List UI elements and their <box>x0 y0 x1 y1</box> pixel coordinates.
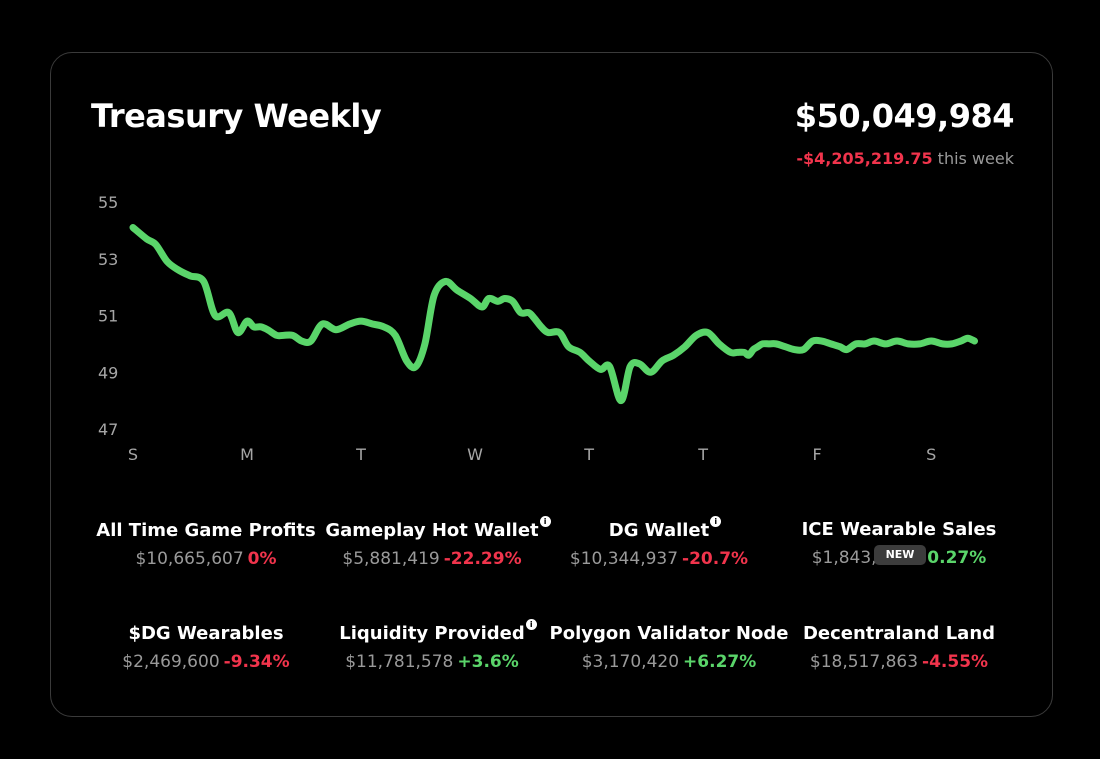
new-badge: NEW <box>874 545 926 565</box>
stat-amount: $3,170,420 <box>581 652 680 672</box>
x-tick-label: S <box>128 445 138 464</box>
weekly-change-suffix: this week <box>937 149 1014 168</box>
y-tick-label: 49 <box>98 363 118 382</box>
stat-amount: $2,469,600 <box>122 652 220 672</box>
treasury-total: $50,049,984 <box>794 97 1015 135</box>
y-tick-label: 53 <box>98 250 118 269</box>
x-tick-label: T <box>697 445 708 464</box>
stat-label: Decentraland Land <box>802 623 996 644</box>
weekly-change: -$4,205,219.75 this week <box>796 149 1014 168</box>
treasury-card: Treasury Weekly $50,049,984 -$4,205,219.… <box>50 52 1053 717</box>
stat-percent: -20.7% <box>682 549 749 569</box>
stat-label: Liquidity Provided <box>339 623 525 644</box>
stat-amount: $11,781,578 <box>345 652 454 672</box>
stat-percent: +6.27% <box>683 652 757 672</box>
stat-percent: -22.29% <box>443 549 522 569</box>
stat-label: $DG Wearables <box>128 623 284 644</box>
y-axis-ticks: 55 53 51 49 47 <box>98 193 118 439</box>
stat-dg-wearables: $DG Wearables $2,469,600 -9.34% <box>86 623 326 672</box>
stat-gameplay-hot-wallet: Gameplay Hot Wallet i $5,881,419 -22.29% <box>312 516 552 569</box>
stat-label: ICE Wearable Sales <box>801 519 997 540</box>
stat-liquidity-provided: Liquidity Provided i $11,781,578 +3.6% <box>312 619 552 672</box>
y-tick-label: 55 <box>98 193 118 212</box>
series-line <box>129 224 979 405</box>
y-tick-label: 47 <box>98 420 118 439</box>
stat-percent: +3.6% <box>457 652 519 672</box>
stat-decentraland-land: Decentraland Land $18,517,863 -4.55% <box>779 623 1019 672</box>
stat-percent: -9.34% <box>223 652 290 672</box>
stat-percent: -4.55% <box>922 652 989 672</box>
stat-amount: $18,517,863 <box>809 652 919 672</box>
stat-label: All Time Game Profits <box>96 520 316 541</box>
weekly-change-value: -$4,205,219.75 <box>796 149 933 168</box>
stat-dg-wallet: DG Wallet i $10,344,937 -20.7% <box>539 516 779 569</box>
treasury-line-chart: 55 53 51 49 47 S M T W T T F S <box>98 193 979 464</box>
x-tick-label: T <box>583 445 594 464</box>
page-title: Treasury Weekly <box>91 97 382 135</box>
stat-label: Polygon Validator Node <box>549 623 789 644</box>
x-tick-label: M <box>240 445 254 464</box>
info-icon[interactable]: i <box>710 516 722 527</box>
x-tick-label: S <box>926 445 936 464</box>
stat-label: Gameplay Hot Wallet <box>325 520 539 541</box>
stat-percent: +0.27% <box>913 548 987 568</box>
stat-percent: 0% <box>247 549 277 569</box>
stat-label-wrap: Liquidity Provided i <box>339 619 537 644</box>
stat-amount: $10,665,607 <box>135 549 244 569</box>
stat-label-wrap: Gameplay Hot Wallet i <box>325 516 551 541</box>
stat-amount: $10,344,937 <box>569 549 679 569</box>
x-tick-label: W <box>467 445 483 464</box>
x-tick-label: T <box>355 445 366 464</box>
stat-polygon-validator-node: Polygon Validator Node $3,170,420 +6.27% <box>549 623 789 672</box>
stat-label-wrap: DG Wallet i <box>608 516 722 541</box>
stat-all-time-game-profits: All Time Game Profits $10,665,607 0% <box>86 520 326 569</box>
stat-amount: $5,881,419 <box>342 549 440 569</box>
info-icon[interactable]: i <box>539 516 551 527</box>
info-icon[interactable]: i <box>525 619 537 630</box>
y-tick-label: 51 <box>98 307 118 326</box>
x-tick-label: F <box>813 445 822 464</box>
stat-label: DG Wallet <box>608 520 710 541</box>
